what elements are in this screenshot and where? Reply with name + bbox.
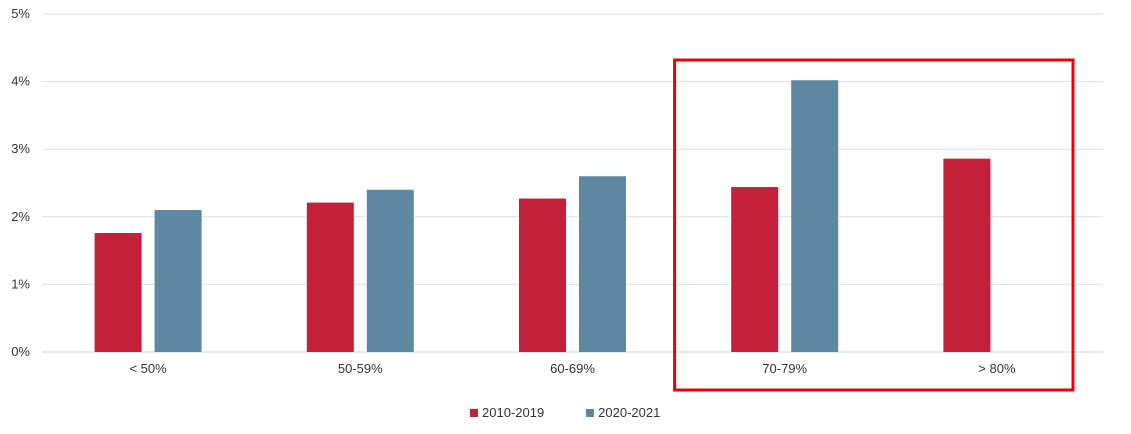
x-tick-label: 60-69% bbox=[550, 361, 595, 376]
legend-swatch-series-2 bbox=[586, 408, 595, 417]
highlight-box bbox=[673, 58, 1075, 392]
bar-series-1-2 bbox=[519, 198, 566, 352]
y-tick-label: 1% bbox=[11, 276, 30, 291]
y-tick-label: 3% bbox=[11, 141, 30, 156]
x-tick-label: < 50% bbox=[129, 361, 167, 376]
bar-series-2-0 bbox=[154, 210, 202, 352]
y-tick-label: 4% bbox=[11, 74, 30, 89]
y-tick-label: 0% bbox=[11, 344, 30, 359]
legend-item-series-1: 2010-2019 bbox=[470, 405, 544, 420]
bar-series-1-4 bbox=[943, 158, 991, 352]
legend-label-series-2: 2020-2021 bbox=[598, 405, 661, 420]
legend-swatch-series-1 bbox=[470, 408, 478, 417]
x-tick-label: 50-59% bbox=[338, 361, 383, 376]
bar-series-2-2 bbox=[579, 176, 626, 352]
bar-series-2-1 bbox=[366, 189, 414, 352]
legend: 2010-2019 2020-2021 bbox=[470, 405, 660, 420]
legend-item-series-2: 2020-2021 bbox=[586, 405, 660, 420]
x-tick-label: > 80% bbox=[978, 361, 1016, 376]
bar-series-2-3 bbox=[791, 80, 839, 353]
legend-label-series-1: 2010-2019 bbox=[482, 405, 545, 420]
y-tick-label: 5% bbox=[11, 6, 30, 21]
x-tick-label: 70-79% bbox=[762, 361, 807, 376]
bar-series-1-3 bbox=[731, 187, 779, 352]
bar-series-1-1 bbox=[306, 202, 354, 352]
y-tick-label: 2% bbox=[11, 209, 30, 224]
bar-series-1-0 bbox=[94, 233, 142, 352]
